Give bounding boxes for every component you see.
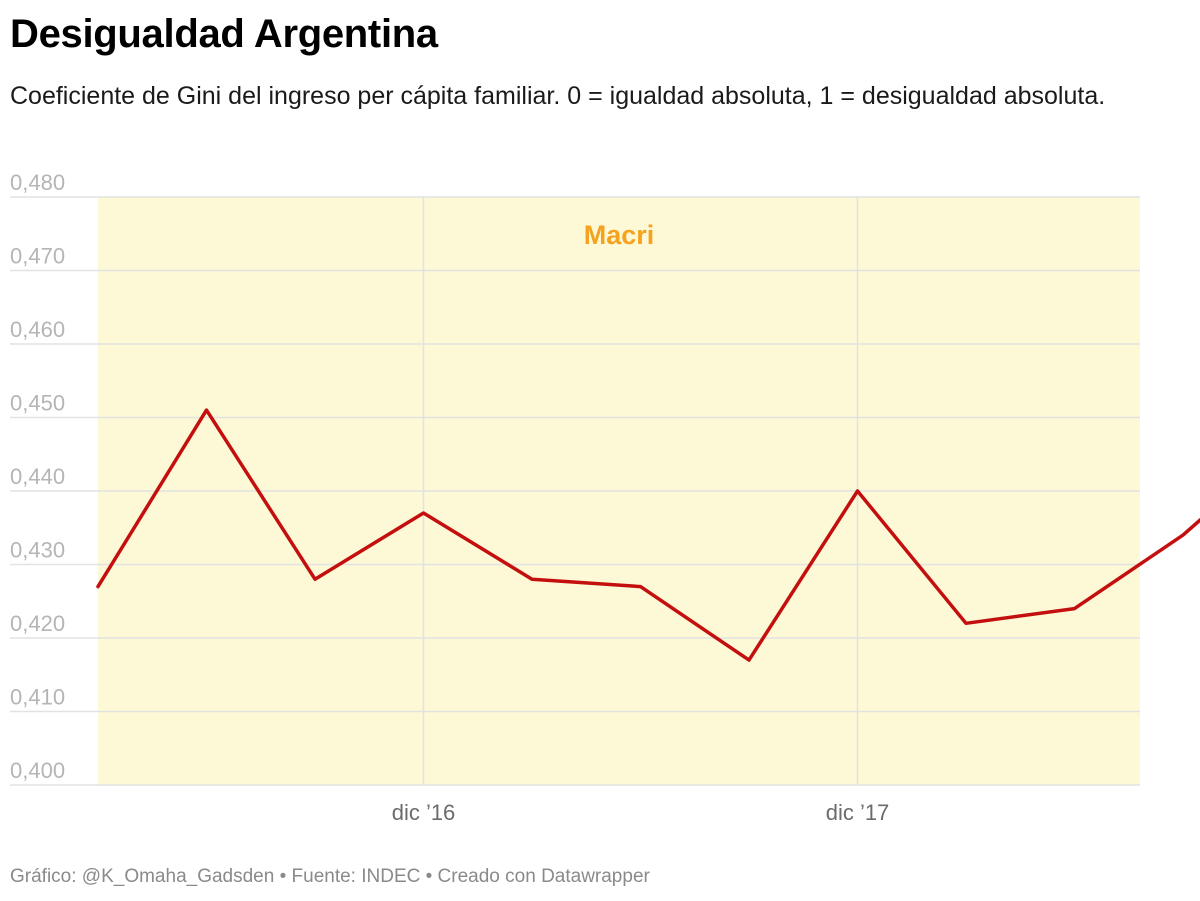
- y-tick-label-3: 0,430: [10, 538, 65, 563]
- chart-title: Desigualdad Argentina: [10, 12, 438, 56]
- chart-subtitle: Coeficiente de Gini del ingreso per cápi…: [10, 82, 1106, 110]
- y-tick-label-6: 0,460: [10, 317, 65, 342]
- y-tick-label-7: 0,470: [10, 244, 65, 269]
- chart-footer: Gráfico: @K_Omaha_Gadsden • Fuente: INDE…: [10, 866, 650, 887]
- period-label-0: Macri: [584, 220, 655, 250]
- y-tick-label-2: 0,420: [10, 611, 65, 636]
- gini-series-line: [96, 408, 1200, 662]
- y-tick-label-0: 0,400: [10, 758, 65, 783]
- y-tick-label-4: 0,440: [10, 464, 65, 489]
- gini-line-chart: 0,400 0,410 0,420 0,430 0,440 0,450 0,460 0,470…: [10, 170, 1200, 825]
- y-tick-label-1: 0,410: [10, 685, 65, 710]
- x-tick-label-0: dic ’16: [392, 800, 456, 825]
- x-tick-label-1: dic ’17: [826, 800, 890, 825]
- y-tick-label-8: 0,480: [10, 170, 65, 195]
- y-tick-label-5: 0,450: [10, 391, 65, 416]
